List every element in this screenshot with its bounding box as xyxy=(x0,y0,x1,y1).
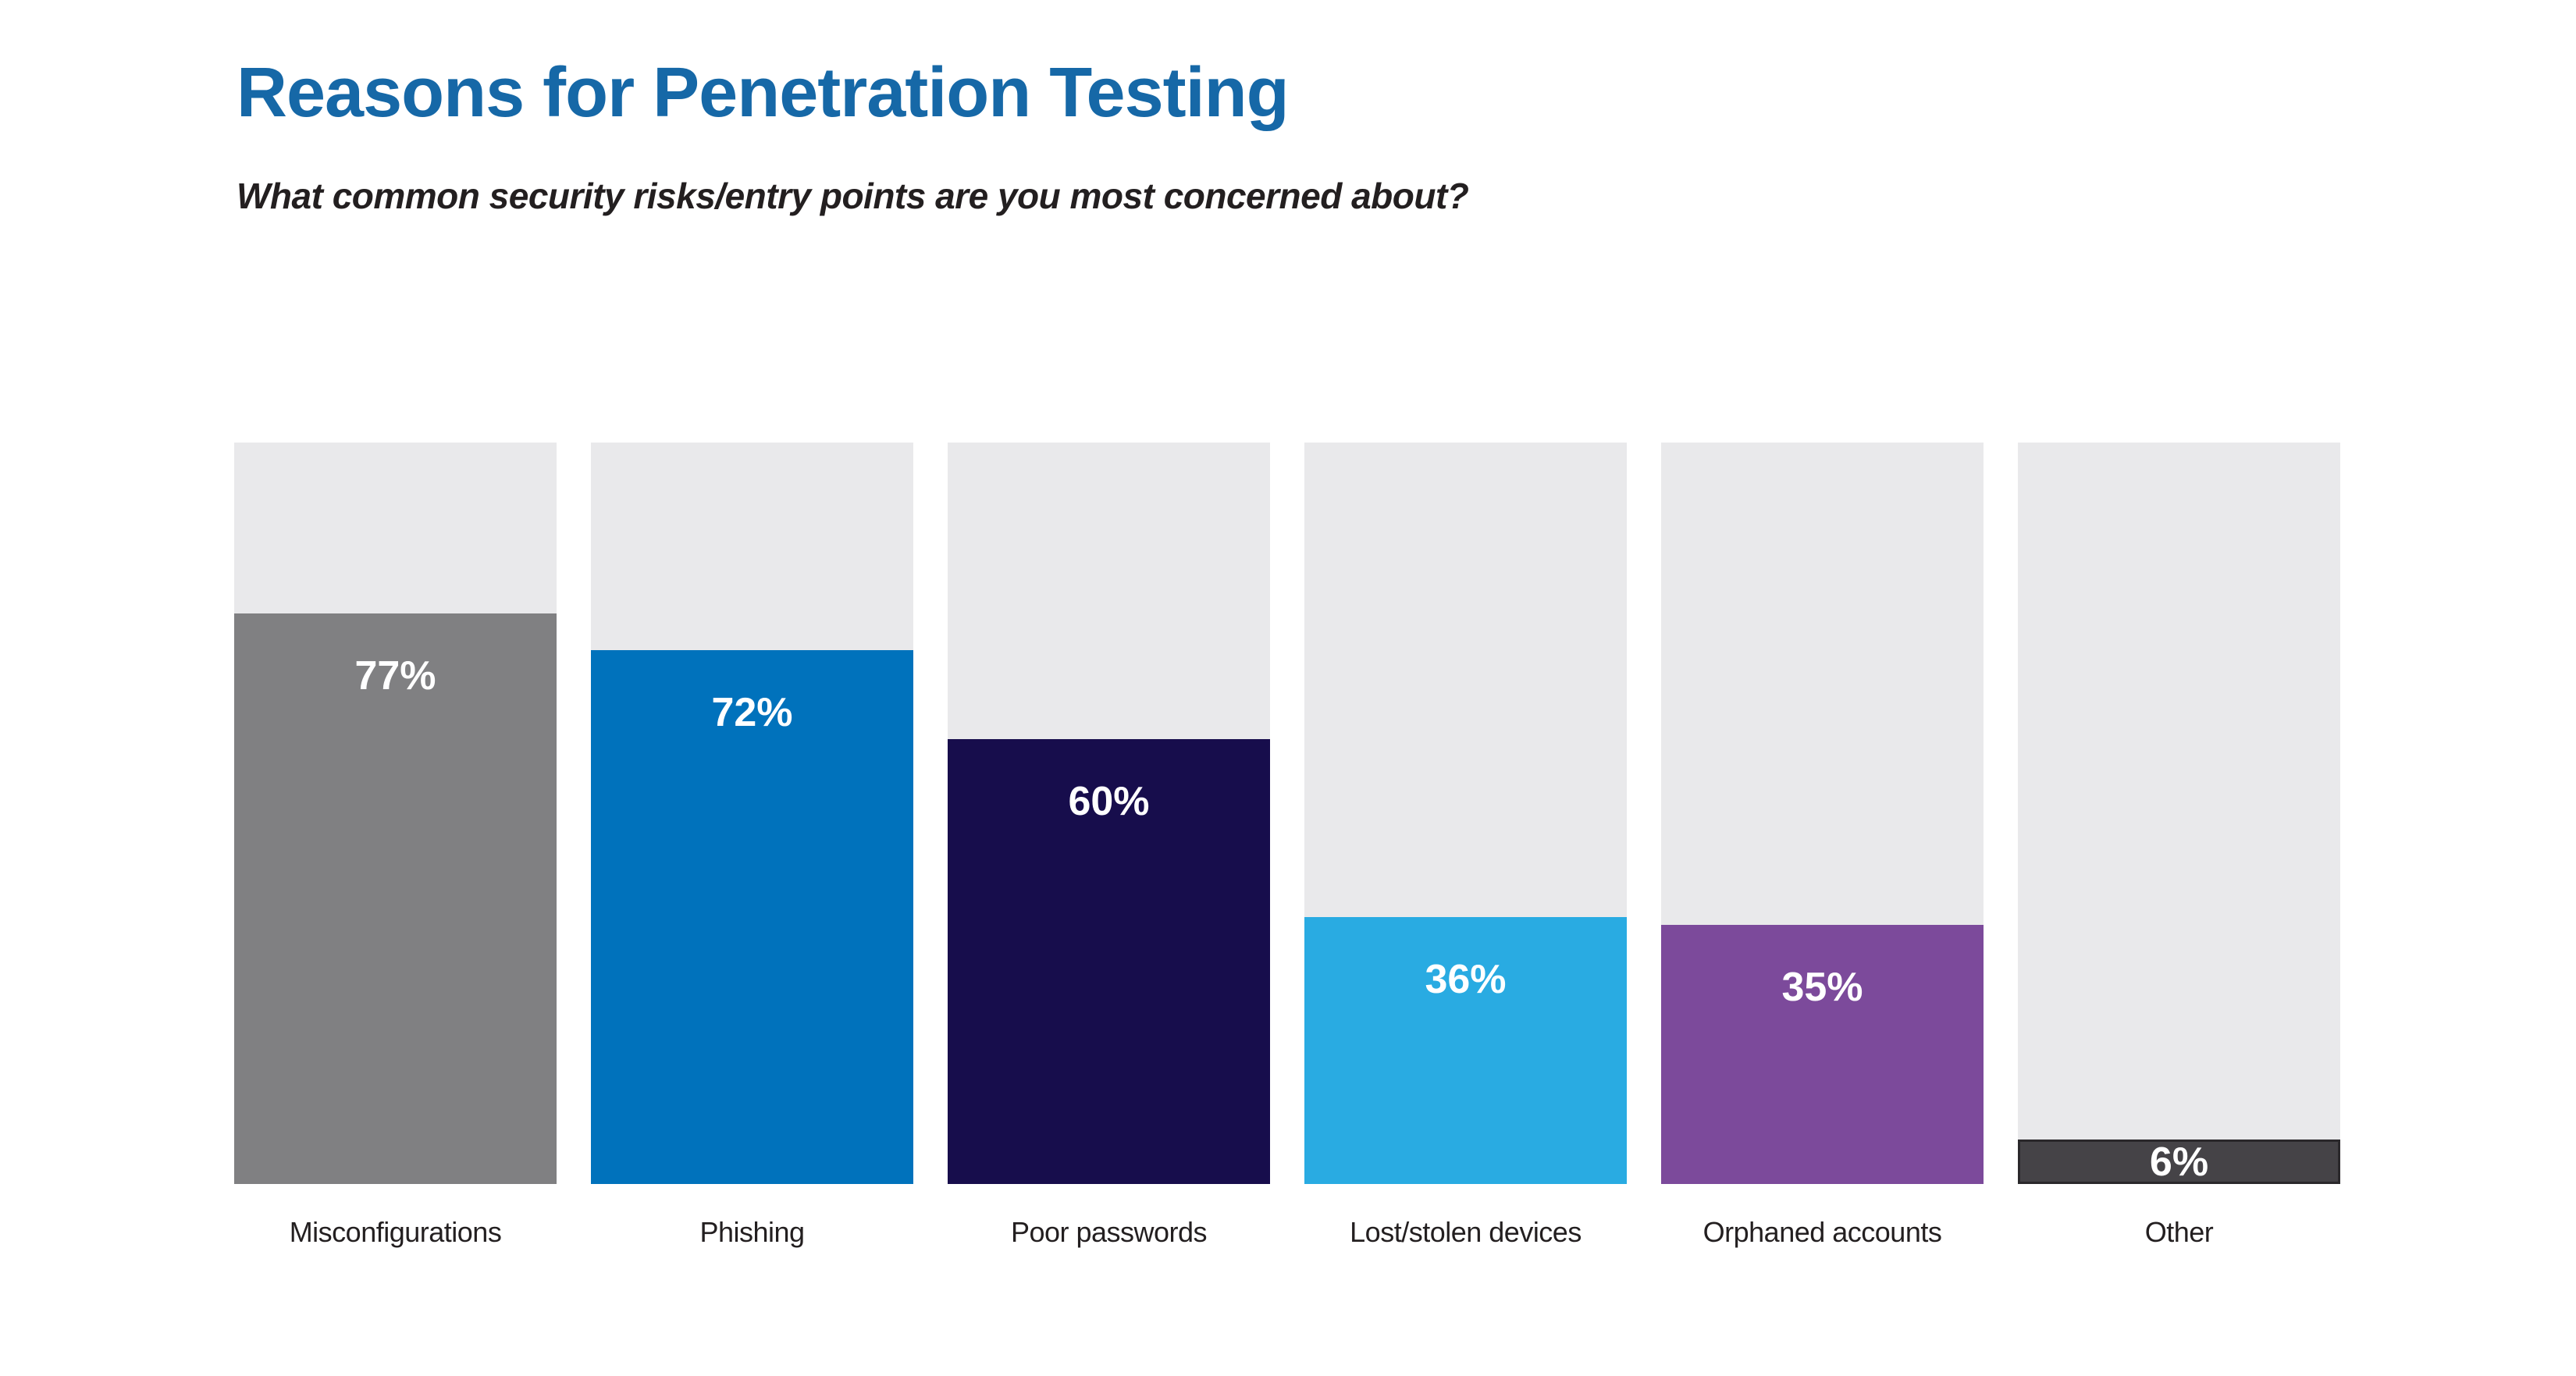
bar-fill-other: 6% xyxy=(2018,1140,2340,1184)
bar-value-label: 77% xyxy=(354,652,436,699)
bar-chart: 77% Misconfigurations 72% Phishing 60% Poor p… xyxy=(234,443,2340,1248)
bar-fill-lost-stolen-devices: 36% xyxy=(1304,917,1627,1184)
bar-category-label: Poor passwords xyxy=(1010,1216,1208,1248)
bar-column-other: 6% Other xyxy=(2018,443,2340,1248)
chart-title: Reasons for Penetration Testing xyxy=(237,54,1290,132)
bar-value-label: 36% xyxy=(1425,957,1507,1002)
bar-value-label: 60% xyxy=(1068,779,1150,824)
bar-track: 60% xyxy=(948,443,1270,1184)
bar-fill-phishing: 72% xyxy=(591,650,913,1184)
bar-fill-poor-passwords: 60% xyxy=(948,739,1270,1184)
bar-track: 36% xyxy=(1304,443,1627,1184)
bar-column-poor-passwords: 60% Poor passwords xyxy=(948,443,1270,1248)
bar-category-label: Phishing xyxy=(699,1216,805,1248)
bar-category-label: Orphaned accounts xyxy=(1703,1216,1942,1248)
bar-category-label: Lost/stolen devices xyxy=(1350,1216,1582,1248)
chart-subtitle: What common security risks/entry points … xyxy=(237,176,1469,216)
bar-category-label: Misconfigurations xyxy=(289,1216,502,1248)
bar-value-label: 6% xyxy=(2149,1139,2209,1185)
bar-track: 77% xyxy=(234,443,557,1184)
bar-fill-misconfigurations: 77% xyxy=(234,613,557,1184)
bar-track: 6% xyxy=(2018,443,2340,1184)
bar-column-phishing: 72% Phishing xyxy=(591,443,913,1248)
bar-track: 72% xyxy=(591,443,913,1184)
bar-column-lost-stolen-devices: 36% Lost/stolen devices xyxy=(1304,443,1627,1248)
bar-category-label: Other xyxy=(2144,1216,2214,1248)
bar-value-label: 35% xyxy=(1781,964,1863,1010)
bar-track: 35% xyxy=(1661,443,1984,1184)
bar-column-orphaned-accounts: 35% Orphaned accounts xyxy=(1661,443,1984,1248)
bar-column-misconfigurations: 77% Misconfigurations xyxy=(234,443,557,1248)
bar-value-label: 72% xyxy=(711,690,793,735)
bar-fill-orphaned-accounts: 35% xyxy=(1661,924,1984,1184)
